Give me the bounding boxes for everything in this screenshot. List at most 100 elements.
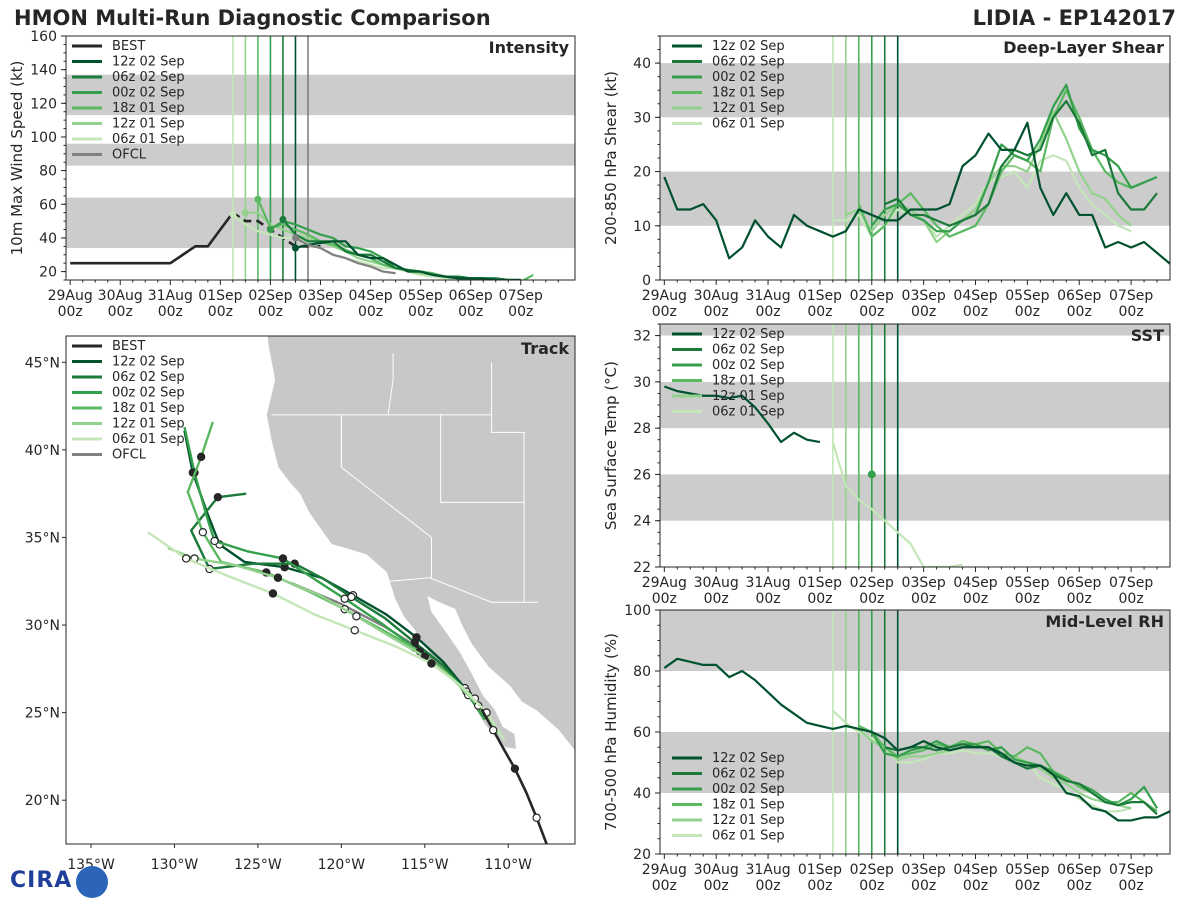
legend-label-18z-01-sep: 18z 01 Sep: [712, 798, 785, 813]
legend-label-18z-01-sep: 18z 01 Sep: [112, 401, 185, 416]
intensity-band-0: [66, 197, 575, 249]
shear-xtick-day: 03Sep: [902, 288, 946, 304]
intensity-ytick-label-20: 20: [39, 265, 57, 281]
track-position-marker: [427, 659, 436, 668]
track-position-marker: [278, 554, 288, 563]
shear-xtick-day: 29Aug: [642, 288, 687, 304]
rh-xtick-day: 30Aug: [694, 862, 739, 878]
shear-series-12z-02-sep: [663, 121, 1170, 265]
intensity-xtick-day: 29Aug: [48, 288, 93, 304]
sst-xtick-hour: 00z: [704, 591, 729, 607]
track-frame: [65, 335, 576, 845]
legend-label-12z-02-sep: 12z 02 Sep: [712, 39, 785, 54]
legend-label-12z-02-sep: 12z 02 Sep: [712, 751, 785, 766]
sst-xtick-day: 01Sep: [798, 575, 842, 591]
border-us-mexico: [389, 577, 539, 603]
rh-xtick-day: 05Sep: [1005, 862, 1049, 878]
legend-label-best: BEST: [112, 339, 145, 354]
shear-xtick-day: 30Aug: [694, 288, 739, 304]
shear-xtick-hour: 00z: [1015, 304, 1040, 320]
sst-xtick-hour: 00z: [1067, 591, 1092, 607]
rh-xtick-hour: 00z: [963, 878, 988, 894]
legend-label-00z-02-sep: 00z 02 Sep: [112, 86, 185, 101]
track-position-marker: [352, 612, 361, 621]
sst-xtick-day: 03Sep: [902, 575, 946, 591]
track-ytick-label: 25°N: [25, 706, 60, 722]
sst-series-12z-02-sep: [663, 385, 821, 444]
shear-xtick-hour: 00z: [807, 304, 832, 320]
sst-xtick-hour: 00z: [755, 591, 780, 607]
shear-xtick-day: 04Sep: [953, 288, 997, 304]
legend-label-00z-02-sep: 00z 02 Sep: [712, 70, 785, 85]
intensity-init-dot-06z-01-sep: [229, 210, 237, 218]
sst-panel: 22242628303229Aug00z30Aug00z31Aug00z01Se…: [602, 323, 1171, 607]
track-position-marker: [181, 554, 191, 563]
rh-xtick-hour: 00z: [859, 878, 884, 894]
legend-label-12z-01-sep: 12z 01 Sep: [712, 101, 785, 116]
intensity-xtick-day: 06Sep: [449, 288, 493, 304]
track-xtick-label: 125°W: [234, 857, 282, 873]
intensity-ytick-label-80: 80: [39, 164, 57, 180]
rh-band-1: [660, 610, 1170, 671]
intensity-init-dot-ofcl: [291, 234, 299, 242]
chart-title: HMON Multi-Run Diagnostic Comparison: [14, 6, 491, 30]
intensity-xtick-hour: 00z: [508, 304, 533, 320]
track-panel: 135°W 130°W 125°W 120°W 115°W 110°W 20°N 25°N 30…: [25, 335, 576, 873]
intensity-xtick-hour: 00z: [308, 304, 333, 320]
legend-label-ofcl: OFCL: [112, 148, 147, 163]
rh-series-06z-02-sep: [884, 743, 1158, 816]
sst-band-0: [660, 474, 1170, 521]
sst-xtick-hour: 00z: [859, 591, 884, 607]
shear-xtick-day: 05Sep: [1005, 288, 1049, 304]
sst-xtick-hour: 00z: [807, 591, 832, 607]
track-xtick-label: 110°W: [484, 857, 532, 873]
sst-ytick-label-22: 22: [633, 560, 651, 576]
sst-ylabel: Sea Surface Temp (°C): [602, 361, 620, 530]
intensity-xtick-hour: 00z: [58, 304, 83, 320]
intensity-xtick-day: 04Sep: [348, 288, 392, 304]
sst-xtick-day: 07Sep: [1109, 575, 1153, 591]
shear-ytick-label-30: 30: [633, 110, 651, 126]
track-position-marker: [532, 813, 541, 822]
sst-xtick-day: 30Aug: [694, 575, 739, 591]
intensity-ylabel: 10m Max Wind Speed (kt): [8, 61, 26, 256]
sst-xtick-day: 31Aug: [745, 575, 790, 591]
rh-xtick-day: 31Aug: [745, 862, 790, 878]
track-06z-02-sep: [189, 492, 483, 716]
sst-ytick-label-32: 32: [633, 329, 651, 345]
track-position-marker: [340, 594, 349, 603]
sst-xtick-day: 06Sep: [1057, 575, 1101, 591]
track-xtick-label: 120°W: [318, 857, 366, 873]
track-position-marker: [273, 573, 283, 582]
track-position-marker: [510, 764, 520, 773]
intensity-xtick-hour: 00z: [258, 304, 283, 320]
rh-ytick-label-40: 40: [633, 786, 651, 802]
intensity-xtick-day: 02Sep: [248, 288, 292, 304]
legend-label-18z-01-sep: 18z 01 Sep: [712, 374, 785, 389]
track-ytick-label: 35°N: [25, 530, 60, 546]
rh-panel-title: Mid-Level RH: [1045, 612, 1164, 631]
shear-series-06z-02-sep: [884, 99, 1158, 227]
sst-xtick-day: 29Aug: [642, 575, 687, 591]
intensity-xtick-day: 05Sep: [399, 288, 443, 304]
intensity-init-dot-12z-01-sep: [241, 209, 249, 217]
legend-label-00z-02-sep: 00z 02 Sep: [112, 386, 185, 401]
legend-label-06z-02-sep: 06z 02 Sep: [112, 70, 185, 85]
rh-ytick-label-20: 20: [633, 847, 651, 863]
rh-ytick-label-80: 80: [633, 664, 651, 680]
sst-ytick-label-30: 30: [633, 375, 651, 391]
sst-frame: [659, 323, 1171, 568]
legend-label-12z-01-sep: 12z 01 Sep: [712, 389, 785, 404]
intensity-init-dot-12z-02-sep: [291, 244, 299, 252]
legend-label-06z-02-sep: 06z 02 Sep: [712, 343, 785, 358]
track-xtick-label: 130°W: [151, 857, 199, 873]
rh-xtick-day: 01Sep: [798, 862, 842, 878]
intensity-series-12z-02-sep: [295, 240, 521, 280]
rh-panel: 2040608010029Aug00z30Aug00z31Aug00z01Sep…: [602, 603, 1171, 894]
shear-xtick-hour: 00z: [652, 304, 677, 320]
intensity-series-best: [70, 211, 234, 265]
track-ytick-label: 45°N: [25, 355, 60, 371]
intensity-ytick-label-120: 120: [30, 96, 57, 112]
shear-ytick-label-0: 0: [642, 273, 651, 289]
